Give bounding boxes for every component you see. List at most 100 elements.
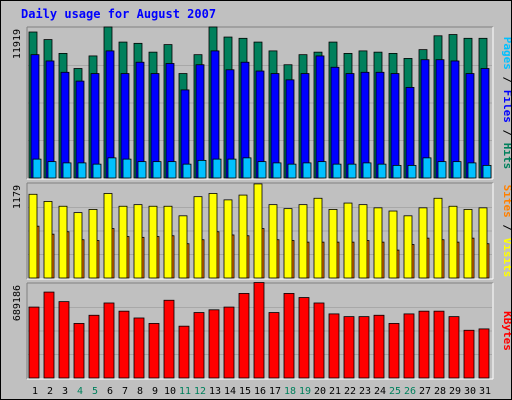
pages-bar-day-30 xyxy=(467,162,477,179)
pages-bar-day-11 xyxy=(182,163,192,179)
kbytes-bar-day-31 xyxy=(478,328,490,379)
day-label-11: 11 xyxy=(179,386,191,397)
day-label-4: 4 xyxy=(77,386,83,397)
kbytes-bar-day-16 xyxy=(253,282,265,379)
kbytes-bar-day-10 xyxy=(163,299,175,379)
pages-bar-day-7 xyxy=(122,158,132,179)
day-label-12: 12 xyxy=(194,386,206,397)
y-max-label: 1179 xyxy=(12,185,23,209)
sites-bar-day-25 xyxy=(388,210,398,279)
day-label-17: 17 xyxy=(269,386,281,397)
pages-bar-day-8 xyxy=(137,161,147,179)
day-label-9: 9 xyxy=(152,386,158,397)
legend-visits: Visits xyxy=(501,238,511,278)
day-label-27: 27 xyxy=(419,386,431,397)
sites-bar-day-6 xyxy=(103,193,113,279)
kbytes-bar-day-30 xyxy=(463,329,475,379)
pages-bar-day-27 xyxy=(422,157,432,179)
day-label-25: 25 xyxy=(389,386,401,397)
kbytes-bar-day-14 xyxy=(223,306,235,379)
kbytes-bar-day-7 xyxy=(118,310,130,379)
legend-pages: Pages xyxy=(501,37,511,70)
files-bar-day-19 xyxy=(300,73,310,179)
sites-bar-day-31 xyxy=(478,207,488,279)
legend-separator: / xyxy=(501,70,511,90)
day-label-3: 3 xyxy=(62,386,68,397)
day-label-6: 6 xyxy=(107,386,113,397)
day-label-26: 26 xyxy=(404,386,416,397)
legend-hits: Hits xyxy=(501,143,511,170)
day-label-5: 5 xyxy=(92,386,98,397)
files-bar-day-29 xyxy=(450,60,460,179)
pages-bar-day-6 xyxy=(107,157,117,179)
pages-bar-day-1 xyxy=(32,158,42,179)
kbytes-bar-day-9 xyxy=(148,323,160,379)
files-bar-day-24 xyxy=(375,71,385,179)
pages-bar-day-4 xyxy=(77,162,87,179)
pages-bar-day-31 xyxy=(482,165,492,179)
sites-bar-day-24 xyxy=(373,207,383,279)
day-label-15: 15 xyxy=(239,386,251,397)
series-legend: KBytes xyxy=(501,311,511,351)
kbytes-bar-day-4 xyxy=(73,323,85,379)
day-label-19: 19 xyxy=(299,386,311,397)
chart-title: Daily usage for August 2007 xyxy=(21,7,217,21)
files-bar-day-26 xyxy=(405,86,415,179)
kbytes-bar-day-1 xyxy=(28,306,40,379)
pages-bar-day-13 xyxy=(212,158,222,179)
pages-bar-day-28 xyxy=(437,161,447,179)
day-label-29: 29 xyxy=(449,386,461,397)
files-bar-day-8 xyxy=(135,61,145,179)
series-legend: Sites / Visits xyxy=(501,185,511,278)
pages-bar-day-2 xyxy=(47,161,57,179)
sites-bar-day-15 xyxy=(238,194,248,279)
sites-bar-day-10 xyxy=(163,205,173,279)
day-label-8: 8 xyxy=(137,386,143,397)
legend-separator: / xyxy=(501,218,511,238)
files-bar-day-25 xyxy=(390,73,400,179)
sites-bar-day-7 xyxy=(118,205,128,279)
day-label-23: 23 xyxy=(359,386,371,397)
kbytes-bar-day-25 xyxy=(388,323,400,379)
files-bar-day-21 xyxy=(330,66,340,179)
kbytes-bar-day-8 xyxy=(133,317,145,379)
sites-bar-day-12 xyxy=(193,196,203,279)
pages-bar-day-17 xyxy=(272,162,282,179)
sites-bar-day-20 xyxy=(313,197,323,279)
y-max-label: 11919 xyxy=(12,29,23,59)
legend-kbytes: KBytes xyxy=(501,311,511,351)
day-label-30: 30 xyxy=(464,386,476,397)
day-label-22: 22 xyxy=(344,386,356,397)
kbytes-bar-day-24 xyxy=(373,314,385,379)
pages-bar-day-18 xyxy=(287,163,297,179)
kbytes-bar-day-22 xyxy=(343,316,355,379)
kbytes-bar-day-3 xyxy=(58,301,70,379)
kbytes-bar-day-23 xyxy=(358,316,370,379)
files-bar-day-17 xyxy=(270,73,280,179)
kbytes-bar-day-5 xyxy=(88,314,100,379)
files-bar-day-28 xyxy=(435,59,445,179)
sites-bar-day-18 xyxy=(283,208,293,279)
files-bar-day-3 xyxy=(60,71,70,179)
sites-bar-day-17 xyxy=(268,204,278,279)
day-label-24: 24 xyxy=(374,386,386,397)
pages-bar-day-19 xyxy=(302,162,312,179)
kbytes-bar-day-2 xyxy=(43,291,55,379)
sites-bar-day-4 xyxy=(73,212,83,279)
sites-bar-day-23 xyxy=(358,204,368,279)
kbytes-bar-day-21 xyxy=(328,313,340,379)
sites-bar-day-30 xyxy=(463,209,473,279)
sites-bar-day-22 xyxy=(343,202,353,279)
day-label-13: 13 xyxy=(209,386,221,397)
kbytes-bar-day-20 xyxy=(313,302,325,379)
legend-sites: Sites xyxy=(501,185,511,218)
pages-bar-day-22 xyxy=(347,163,357,179)
files-bar-day-2 xyxy=(45,60,55,179)
kbytes-bar-day-15 xyxy=(238,293,250,379)
kbytes-bar-day-26 xyxy=(403,313,415,379)
sites-bar-day-26 xyxy=(403,215,413,279)
pages-bar-day-12 xyxy=(197,159,207,179)
files-bar-day-23 xyxy=(360,71,370,179)
kbytes-bar-day-18 xyxy=(283,293,295,379)
